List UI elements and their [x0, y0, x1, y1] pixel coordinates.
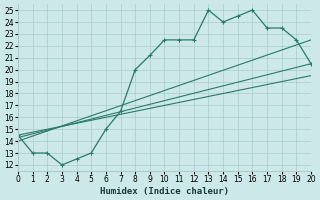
X-axis label: Humidex (Indice chaleur): Humidex (Indice chaleur) — [100, 187, 229, 196]
